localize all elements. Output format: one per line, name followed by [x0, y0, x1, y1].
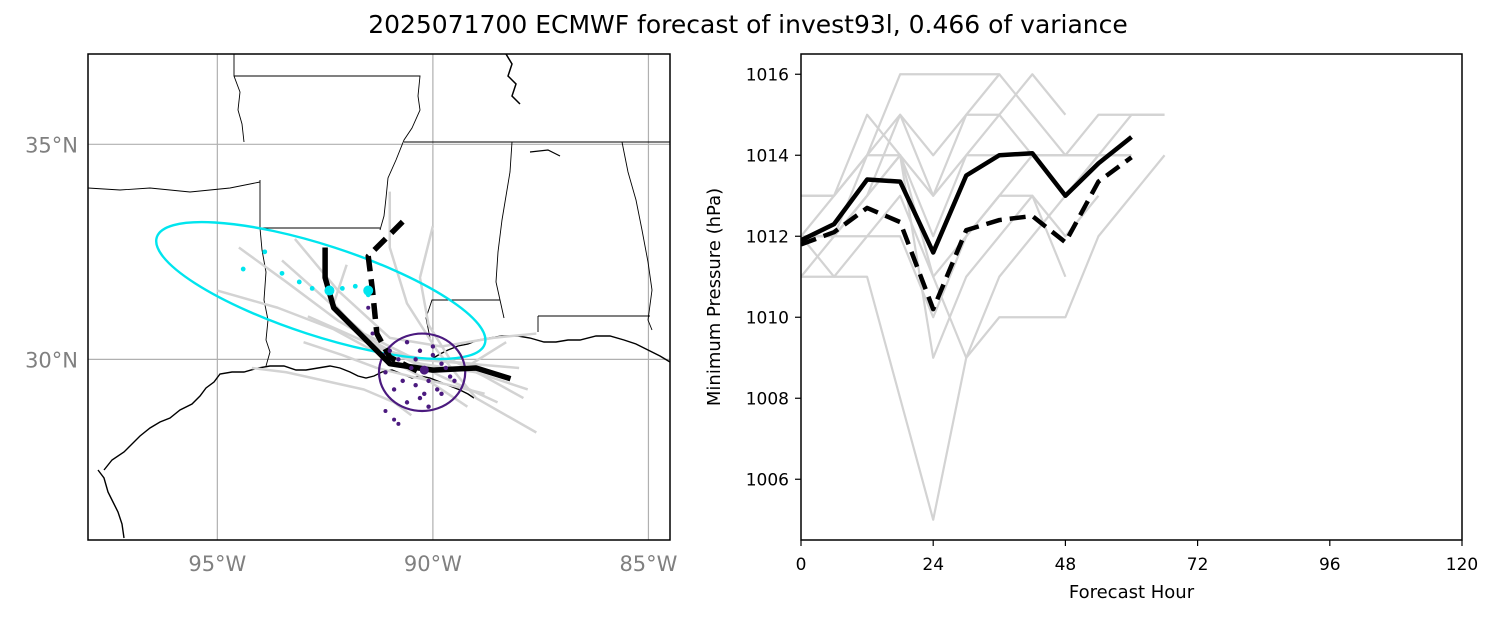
purple-point [452, 378, 457, 384]
mississippi-river [505, 54, 521, 105]
map-plot-area [88, 54, 670, 540]
lon-tick-label: 85°W [619, 552, 677, 576]
coastline [97, 335, 670, 539]
ensemble-pressure-line [801, 113, 1165, 521]
purple-point [430, 344, 436, 349]
cyan-point [279, 270, 285, 276]
purple-point [370, 331, 375, 336]
y-tick-label: 1016 [746, 65, 789, 85]
ensemble-pressure-line [801, 154, 1067, 359]
figure-title: 2025071700 ECMWF forecast of invest93l, … [368, 10, 1128, 39]
purple-point [387, 348, 392, 353]
cyan-center-point [324, 285, 335, 296]
purple-point [417, 348, 423, 353]
purple-point [400, 378, 405, 384]
purple-point [404, 400, 410, 405]
ensemble-pressure-line [801, 73, 1000, 197]
mean-pressure-solid [801, 135, 1133, 255]
purple-point [417, 395, 423, 401]
y-tick-label: 1010 [746, 308, 789, 328]
y-axis-label: Minimum Pressure (hPa) [704, 188, 725, 406]
mean-pressure-dashed [801, 155, 1133, 312]
purple-point [409, 365, 414, 371]
purple-point [413, 357, 418, 362]
state-borders [88, 54, 670, 367]
cyan-point [309, 285, 315, 291]
lat-tick-label: 35°N [25, 133, 78, 157]
x-axis-label: Forecast Hour [1069, 582, 1195, 603]
purple-point [366, 305, 371, 310]
x-tick-label: 0 [796, 555, 807, 575]
y-tick-label: 1014 [746, 146, 789, 166]
ensemble-pressure-line [801, 154, 1132, 238]
y-tick-label: 1008 [746, 389, 789, 409]
lat-tick-label: 30°N [25, 348, 78, 372]
pressure-frame [800, 53, 1463, 541]
cyan-point [352, 283, 358, 289]
purple-uncertainty-ellipse [377, 332, 467, 413]
pressure-plot-area [801, 73, 1166, 521]
x-tick-label: 24 [922, 555, 944, 575]
ensemble-track [418, 225, 525, 400]
y-tick-label: 1012 [746, 227, 789, 247]
purple-point [383, 408, 388, 413]
ensemble-pressure-line [801, 194, 1100, 278]
cyan-point [240, 266, 246, 272]
purple-point [439, 361, 444, 366]
ensemble-track [293, 238, 537, 348]
ensemble-track [281, 259, 520, 370]
lake-outline [529, 149, 561, 157]
purple-point [426, 378, 431, 384]
purple-point [383, 370, 388, 375]
mean-track-solid [322, 247, 512, 382]
purple-point [391, 387, 397, 392]
x-tick-label: 72 [1187, 555, 1209, 575]
y-tick-label: 1006 [746, 470, 789, 490]
purple-point [396, 357, 401, 362]
purple-point [422, 391, 427, 396]
ensemble-track [388, 191, 537, 434]
purple-point [439, 391, 444, 396]
map-frame [87, 53, 671, 541]
cyan-center-point [363, 285, 374, 296]
purple-center-point [419, 365, 429, 375]
purple-point [435, 387, 440, 392]
purple-point [392, 417, 397, 422]
ensemble-track [303, 340, 485, 395]
ensemble-track [216, 289, 469, 408]
cyan-point [296, 279, 302, 285]
cyan-point [339, 285, 345, 291]
ensemble-pressure-line [801, 73, 1165, 197]
purple-point [396, 421, 401, 426]
purple-point [443, 365, 449, 371]
x-tick-label: 96 [1319, 555, 1341, 575]
cyan-uncertainty-ellipse [155, 220, 487, 361]
x-tick-label: 120 [1446, 555, 1478, 575]
lon-tick-label: 90°W [404, 552, 462, 576]
cyan-point [262, 249, 268, 255]
purple-point [447, 374, 453, 379]
lon-tick-label: 95°W [188, 552, 246, 576]
purple-point [426, 404, 431, 409]
x-tick-label: 48 [1055, 555, 1077, 575]
ensemble-track [307, 315, 507, 365]
mean-track-dashed [365, 219, 422, 375]
purple-point [430, 352, 436, 358]
purple-point [404, 339, 410, 345]
purple-point [413, 382, 418, 388]
ensemble-track [251, 366, 413, 417]
